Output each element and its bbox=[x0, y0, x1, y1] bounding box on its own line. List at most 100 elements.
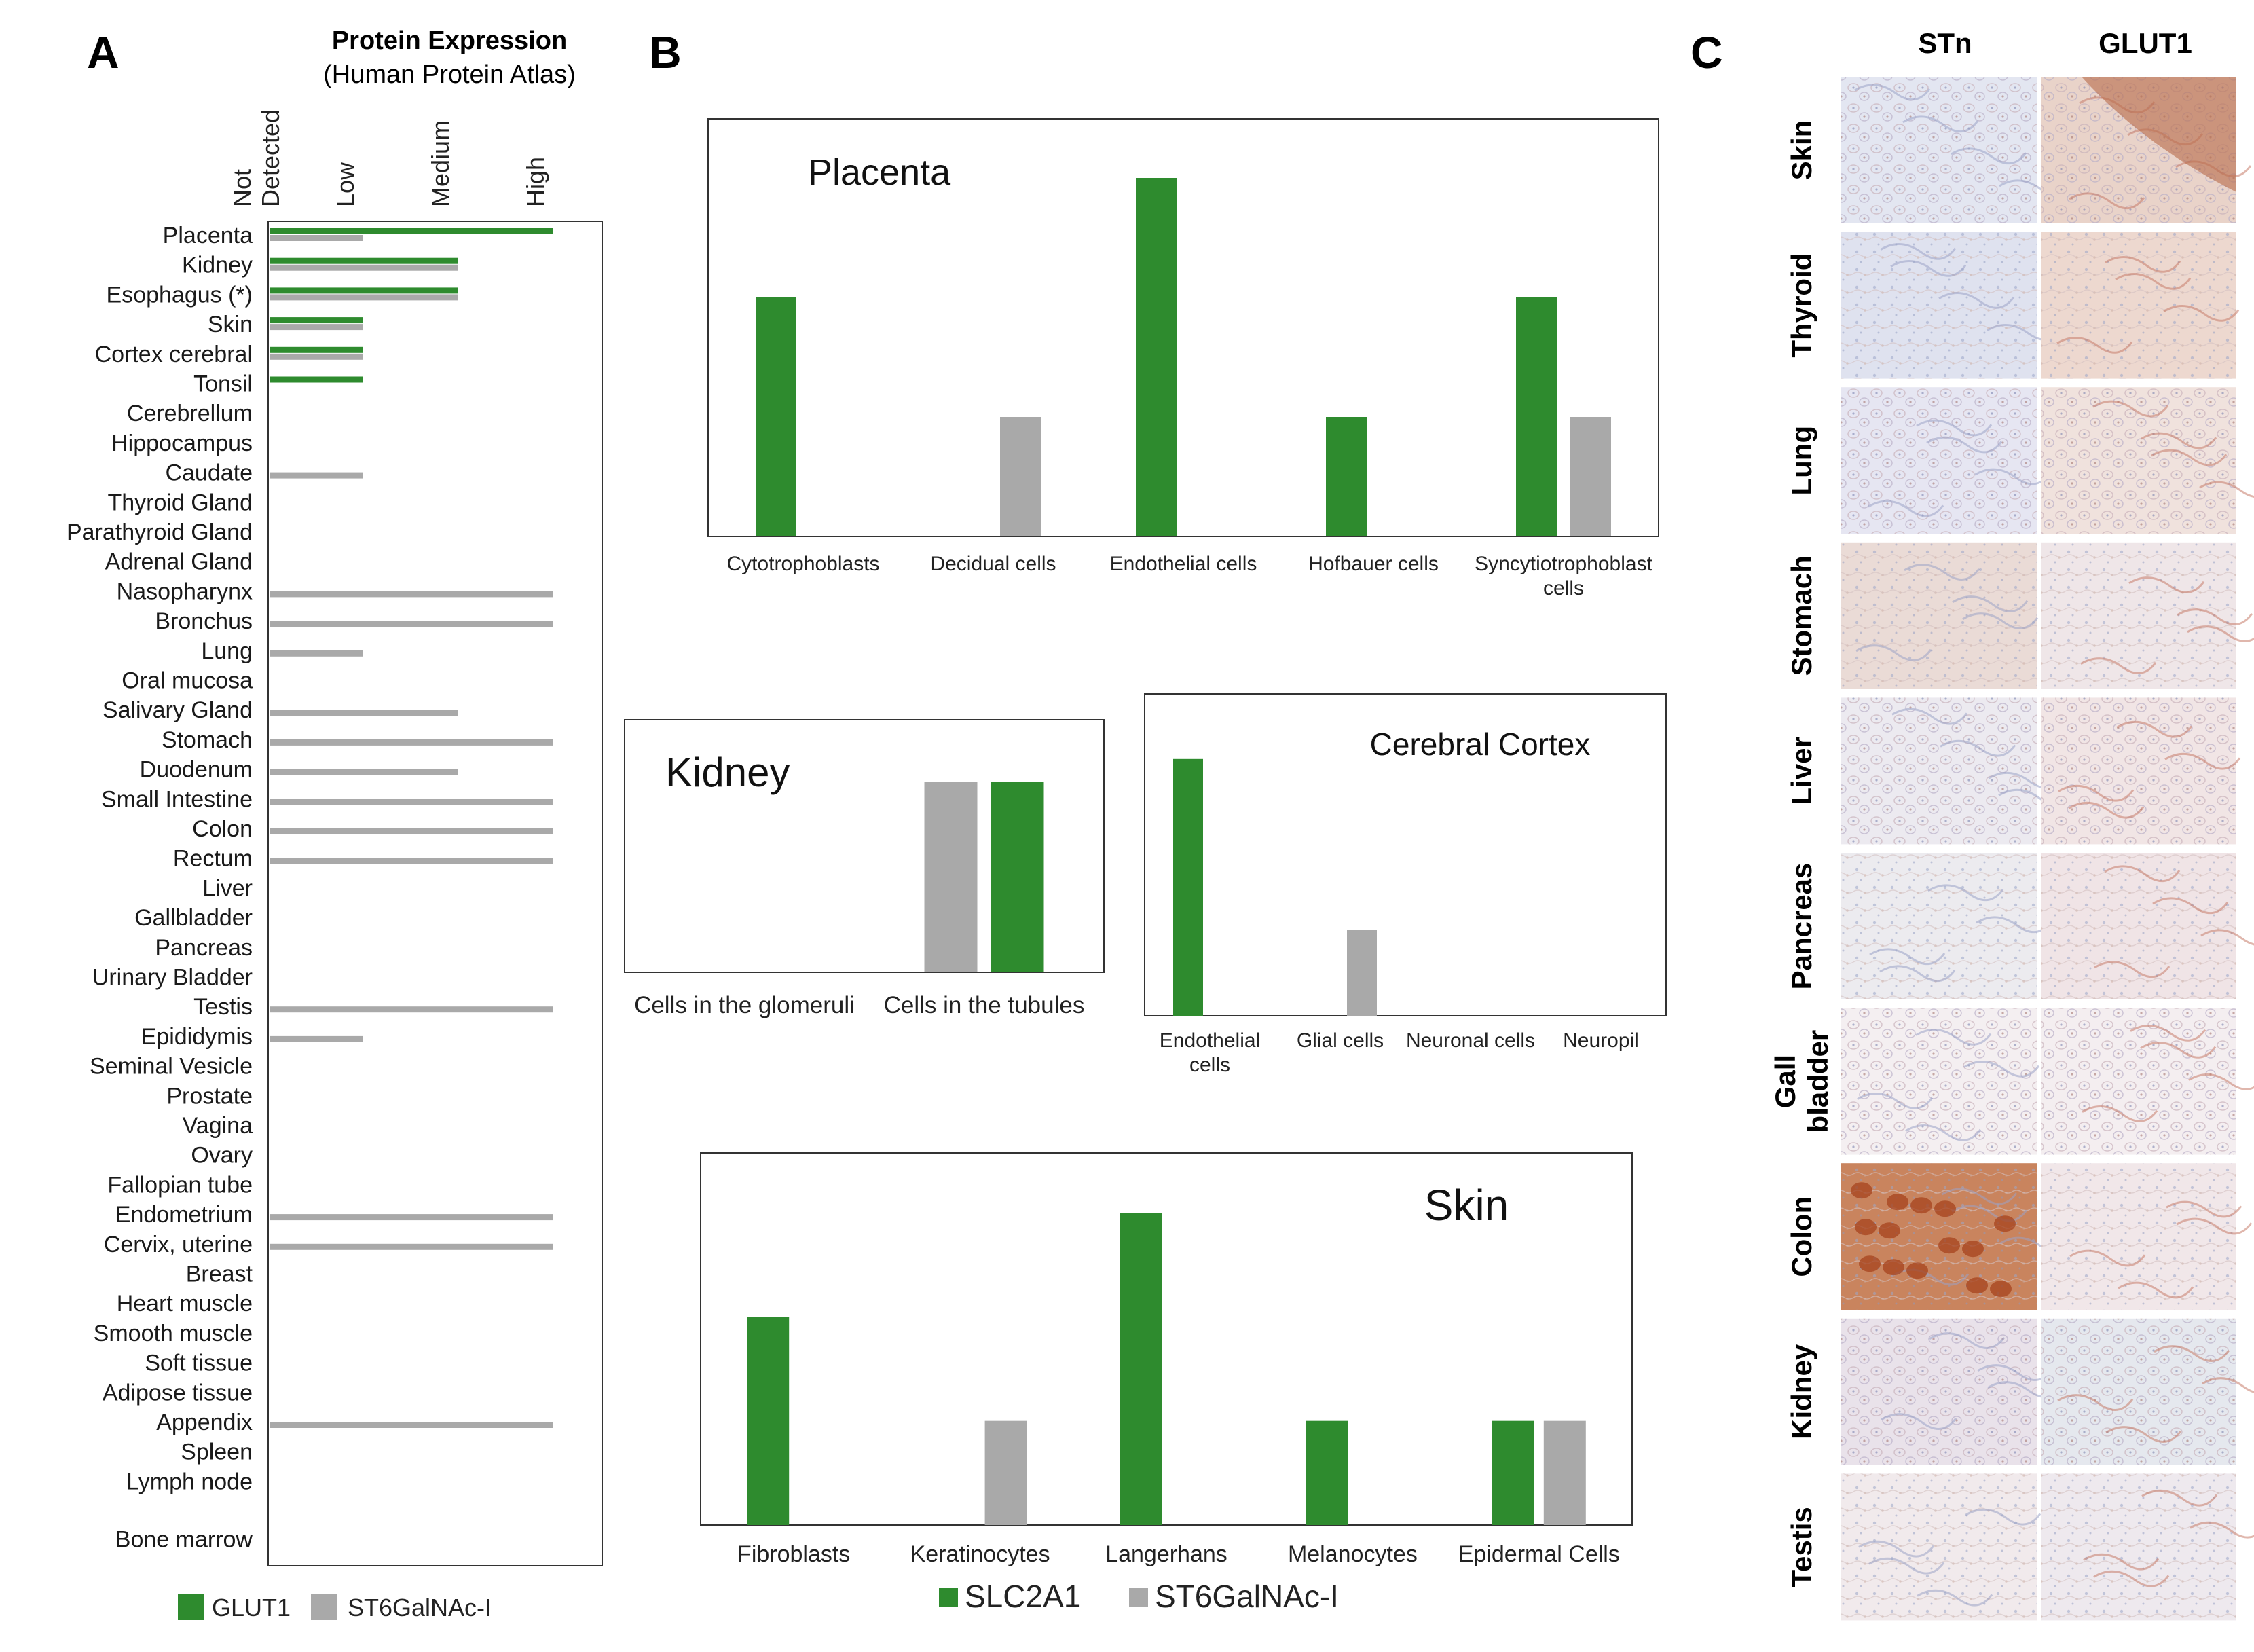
tick-label-cerebral-cortex-glial-cells: Glial cells bbox=[1297, 1029, 1384, 1052]
bar-glut1-cortex-cerebral bbox=[270, 346, 363, 353]
placenta-title: Placenta bbox=[808, 152, 951, 193]
micrograph-thyroid-glut1 bbox=[2041, 232, 2240, 379]
tissue-label-testis: Testis bbox=[1786, 1507, 1817, 1587]
bar-st6galnac-i-skin-epidermal-cells bbox=[1543, 1420, 1586, 1525]
bar-st6galnac-i-placenta-decidual-cells bbox=[1000, 417, 1041, 536]
bar-st6galnac-i-esophagus bbox=[270, 294, 458, 301]
legend-label-st6galnac-b: ST6GalNAc-I bbox=[1155, 1579, 1339, 1614]
category-label-small-intestine: Small Intestine bbox=[101, 786, 253, 812]
category-label-prostate: Prostate bbox=[166, 1083, 253, 1109]
tick-label-placenta-decidual-cells: Decidual cells bbox=[930, 553, 1056, 575]
category-label-urinary-bladder: Urinary Bladder bbox=[92, 965, 253, 991]
micrograph-pancreas-stn bbox=[1841, 853, 2052, 999]
tick-label-skin-langerhans: Langerhans bbox=[1105, 1541, 1227, 1567]
tissue-label-liver: Liver bbox=[1786, 737, 1817, 805]
micrograph-skin-stn bbox=[1841, 77, 2075, 223]
tick-label-skin-melanocytes: Melanocytes bbox=[1288, 1541, 1418, 1567]
kidney-frame bbox=[624, 719, 1105, 973]
category-label-tonsil: Tonsil bbox=[193, 371, 253, 397]
category-label-spleen: Spleen bbox=[181, 1439, 253, 1465]
bar-glut1-kidney bbox=[270, 257, 458, 264]
micrograph-lung-glut1 bbox=[2041, 387, 2254, 534]
panel-a-frame bbox=[267, 221, 603, 1566]
tissue-label-colon: Colon bbox=[1786, 1196, 1817, 1277]
bar-st6galnac-i-placenta-syncytiotrophoblast-cells bbox=[1570, 417, 1611, 536]
placenta-frame bbox=[707, 118, 1659, 537]
tick-label-skin-keratinocytes: Keratinocytes bbox=[910, 1541, 1050, 1567]
tick-label-placenta-syncytiotrophoblast-cells-1: cells bbox=[1543, 577, 1584, 600]
micrograph-gall-bladder-glut1 bbox=[2041, 1008, 2254, 1155]
category-label-smooth-muscle: Smooth muscle bbox=[94, 1321, 253, 1346]
tick-label-placenta-endothelial-cells: Endothelial cells bbox=[1110, 553, 1257, 575]
bar-st6galnac-i-nasopharynx bbox=[270, 591, 553, 598]
bar-st6galnac-i-bronchus bbox=[270, 621, 553, 627]
bar-st6galnac-i-lung bbox=[270, 650, 363, 657]
micrograph-colon-glut1 bbox=[2041, 1163, 2253, 1310]
bar-st6galnac-i-epididymis bbox=[270, 1035, 363, 1042]
category-label-bone-marrow: Bone marrow bbox=[115, 1527, 253, 1553]
bar-st6galnac-i-salivary-gland bbox=[270, 710, 458, 716]
category-label-cervix-uterine: Cervix, uterine bbox=[104, 1232, 253, 1258]
micrograph-thyroid-stn bbox=[1841, 232, 2063, 379]
category-label-skin: Skin bbox=[208, 312, 253, 337]
cerebral-cortex-title: Cerebral Cortex bbox=[1370, 727, 1591, 762]
chart-kidney: Kidney Cells in the glomeruli Cells in the… bbox=[624, 719, 1105, 1018]
legend-label-glut1: GLUT1 bbox=[212, 1594, 291, 1621]
category-label-heart-muscle: Heart muscle bbox=[117, 1291, 253, 1317]
category-label-salivary-gland: Salivary Gland bbox=[103, 697, 253, 723]
panel-a-title: Protein Expression bbox=[332, 26, 567, 55]
bar-st6galnac-i-skin-keratinocytes bbox=[984, 1420, 1027, 1525]
bar-slc2a1-skin-melanocytes bbox=[1306, 1420, 1348, 1525]
bar-slc2a1-placenta-syncytiotrophoblast-cells bbox=[1516, 297, 1557, 536]
micrograph-liver-glut1 bbox=[2041, 697, 2241, 845]
bar-slc2a1-skin-fibroblasts bbox=[747, 1317, 790, 1525]
bar-slc2a1-skin-langerhans bbox=[1120, 1213, 1162, 1525]
category-label-stomach: Stomach bbox=[162, 727, 253, 753]
category-label-gallbladder: Gallbladder bbox=[134, 905, 253, 931]
skin-title: Skin bbox=[1424, 1181, 1509, 1230]
category-label-cerebrellum: Cerebrellum bbox=[127, 401, 253, 426]
bar-st6galnac-i-appendix bbox=[270, 1422, 553, 1428]
level-label-high: High bbox=[521, 157, 549, 207]
legend-label-st6galnac: ST6GalNAc-I bbox=[348, 1594, 492, 1621]
level-label-low: Low bbox=[331, 162, 359, 207]
bar-glut1-placenta bbox=[270, 228, 553, 234]
panel-c-micrographs: STn GLUT1 Skin Thyroid Lung Stomach Liver Pan… bbox=[1769, 27, 2254, 1621]
micrograph-gall-bladder-stn bbox=[1841, 1008, 2040, 1155]
category-label-caudate: Caudate bbox=[165, 460, 253, 486]
panel-a-subtitle: (Human Protein Atlas) bbox=[323, 60, 576, 89]
bar-st6galnac-i-cervix-uterine bbox=[270, 1243, 553, 1250]
tissue-label-gall-bladder-1: bladder bbox=[1802, 1030, 1834, 1133]
category-label-endometrium: Endometrium bbox=[115, 1202, 253, 1228]
kidney-title: Kidney bbox=[665, 750, 790, 795]
skin-frame bbox=[700, 1152, 1633, 1526]
category-label-lymph-node: Lymph node bbox=[126, 1469, 253, 1494]
bar-slc2a1-skin-epidermal-cells bbox=[1492, 1420, 1534, 1525]
bar-glut1-esophagus bbox=[270, 287, 458, 294]
category-label-epididymis: Epididymis bbox=[141, 1024, 253, 1050]
bar-st6galnac-i-testis bbox=[270, 1006, 553, 1013]
bar-st6galnac-i-cortex-cerebral bbox=[270, 353, 363, 360]
category-label-vagina: Vagina bbox=[183, 1113, 253, 1139]
category-label-nasopharynx: Nasopharynx bbox=[117, 579, 253, 604]
bar-st6galnac-i-colon bbox=[270, 828, 553, 834]
category-label-rectum: Rectum bbox=[173, 846, 253, 872]
micrograph-liver-stn bbox=[1841, 697, 2075, 845]
tick-label-placenta-hofbauer-cells: Hofbauer cells bbox=[1308, 553, 1439, 575]
bar-st6galnac-i-placenta bbox=[270, 235, 363, 241]
bar-st6galnac-i-kidney bbox=[270, 264, 458, 271]
category-label-duodenum: Duodenum bbox=[140, 757, 253, 783]
category-label-appendix: Appendix bbox=[156, 1410, 253, 1435]
bar-slc2a1-placenta-endothelial-cells bbox=[1136, 178, 1177, 536]
tick-label-kidney-cells-in-the-tubules: Cells in the tubules bbox=[884, 992, 1085, 1018]
category-label-esophagus: Esophagus (*) bbox=[107, 282, 253, 308]
bar-st6galnac-i-caudate bbox=[270, 472, 363, 479]
panel-b-legend: SLC2A1 ST6GalNAc-I bbox=[939, 1579, 1339, 1614]
micrograph-stomach-stn bbox=[1841, 542, 2039, 689]
bar-st6galnac-i-cerebral-cortex-glial-cells bbox=[1347, 930, 1377, 1016]
legend-swatch-st6galnac bbox=[311, 1594, 337, 1620]
category-label-kidney: Kidney bbox=[182, 253, 253, 278]
category-label-ovary: Ovary bbox=[191, 1143, 253, 1169]
